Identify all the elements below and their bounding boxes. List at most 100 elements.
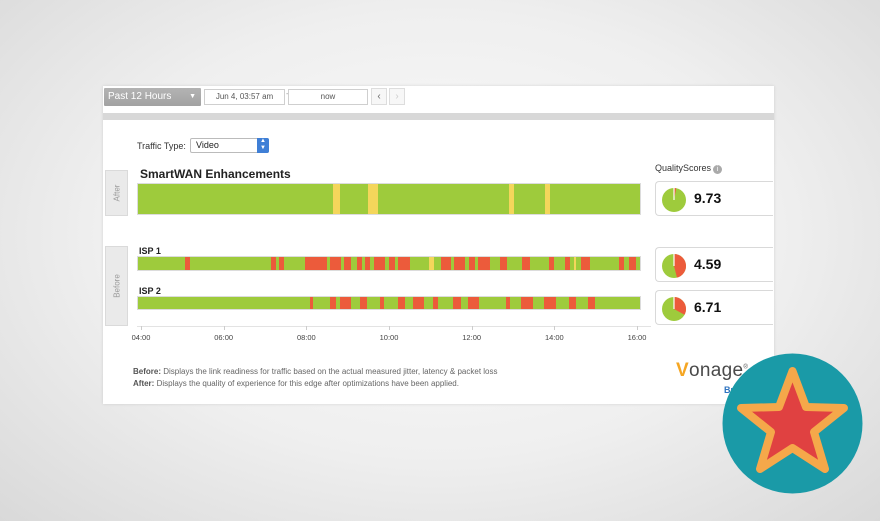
date-separator: - (286, 89, 289, 98)
start-date-input[interactable]: Jun 4, 03:57 am (204, 89, 285, 105)
track-segment-red (548, 257, 554, 270)
track-segment-red (564, 257, 571, 270)
track-segment-red (522, 257, 530, 270)
track-segment-yellow (333, 184, 341, 214)
after-note-label: After: (133, 379, 155, 388)
tab-before[interactable]: Before (105, 246, 128, 326)
logo-reg: ® (743, 364, 749, 371)
track-segment-red (453, 257, 465, 270)
divider-band (103, 113, 774, 120)
time-range-label: Past 12 Hours (108, 91, 172, 102)
track-segment-yellow (545, 184, 551, 214)
track-title-smartwan: SmartWAN Enhancements (140, 167, 291, 181)
track-segment-red (373, 257, 385, 270)
axis-tick (471, 326, 473, 330)
quality-scores-title: QualityScores i (655, 163, 723, 174)
score-value-isp1: 4.59 (694, 256, 722, 272)
score-card-isp1: 4.59 (655, 247, 773, 282)
axis-tick-label: 10:00 (379, 333, 399, 342)
before-note: Before: Displays the link readiness for … (133, 367, 497, 376)
axis-tick (554, 326, 556, 330)
axis-tick-label: 08:00 (296, 333, 316, 342)
track-segment-red (629, 257, 637, 270)
track-segment-red (441, 257, 452, 270)
track-bar-isp1 (137, 256, 641, 271)
traffic-type-label: Traffic Type: (137, 141, 186, 151)
score-value-isp2: 6.71 (694, 299, 722, 315)
track-segment-red (543, 297, 556, 309)
star-icon (722, 353, 863, 494)
track-segment-red (398, 257, 410, 270)
axis-tick-label: 14:00 (544, 333, 564, 342)
axis-tick (141, 326, 142, 330)
track-segment-red (310, 297, 314, 309)
pie-bad-slice (674, 297, 686, 315)
before-note-label: Before: (133, 367, 162, 376)
track-segment-red (304, 257, 328, 270)
track-segment-yellow (509, 184, 515, 214)
chevron-left-icon[interactable]: ‹ (371, 88, 387, 105)
tab-after-label: After (112, 184, 121, 202)
track-segment-red (500, 257, 507, 270)
track-segment-red (380, 297, 384, 309)
track-segment-yellow (573, 257, 576, 270)
track-segment-red (359, 297, 368, 309)
track-segment-red (398, 297, 405, 309)
logo-text: onage (688, 360, 744, 381)
track-segment-red (569, 297, 577, 309)
track-segment-red (505, 297, 511, 309)
tab-after[interactable]: After (105, 170, 128, 216)
score-card-smartwan: 9.73 (655, 181, 773, 216)
select-arrows-icon: ▲ ▼ (257, 138, 269, 153)
track-segment-red (356, 257, 363, 270)
track-segment-red (389, 257, 396, 270)
dashboard-panel: Past 12 Hours ▼ Jun 4, 03:57 am - now ‹ … (103, 86, 774, 404)
track-bar-isp2 (137, 296, 641, 310)
axis-tick (306, 326, 308, 330)
caret-down-icon: ▼ (189, 93, 196, 100)
track-segment-red (588, 297, 595, 309)
info-icon[interactable]: i (713, 165, 723, 174)
time-axis (137, 326, 651, 327)
axis-tick (389, 326, 390, 330)
chevron-right-icon[interactable]: › (389, 88, 405, 105)
track-segment-red (343, 257, 352, 270)
track-segment-red (329, 257, 342, 270)
vonage-logo: Vonage® (676, 360, 748, 382)
axis-tick-label: 04:00 (131, 333, 151, 342)
track-title-isp2: ISP 2 (139, 286, 161, 296)
score-card-isp2: 6.71 (655, 290, 773, 325)
track-segment-red (580, 257, 591, 270)
before-note-text: Displays the link readiness for traffic … (161, 367, 498, 376)
track-segment-red (278, 257, 284, 270)
track-segment-red (432, 297, 439, 309)
track-segment-red (340, 297, 352, 309)
track-bar-smartwan (137, 183, 641, 215)
track-segment-red (453, 297, 461, 309)
axis-tick (637, 326, 638, 330)
tab-before-label: Before (112, 274, 121, 298)
score-pie-icon (662, 297, 686, 321)
traffic-type-select[interactable]: Video ▲ ▼ (190, 138, 269, 153)
track-segment-red (469, 257, 476, 270)
track-segment-red (619, 257, 625, 270)
end-date-input[interactable]: now (288, 89, 368, 105)
pie-bad-slice (674, 254, 686, 278)
axis-tick-label: 06:00 (214, 333, 234, 342)
track-title-isp1: ISP 1 (139, 246, 161, 256)
track-segment-yellow (429, 257, 435, 270)
logo-v: V (676, 360, 689, 381)
track-segment-red (364, 257, 371, 270)
score-value-smartwan: 9.73 (694, 190, 722, 206)
quality-scores-label: QualityScores (655, 163, 712, 173)
track-segment-red (520, 297, 533, 309)
track-segment-yellow (368, 184, 378, 214)
time-range-select[interactable]: Past 12 Hours ▼ (104, 88, 201, 106)
track-segment-red (412, 297, 425, 309)
score-pie-icon (662, 254, 686, 278)
track-segment-red (330, 297, 336, 309)
track-segment-red (185, 257, 191, 270)
after-note: After: Displays the quality of experienc… (133, 379, 459, 388)
toolbar: Past 12 Hours ▼ Jun 4, 03:57 am - now ‹ … (103, 86, 774, 112)
track-segment-red (271, 257, 277, 270)
